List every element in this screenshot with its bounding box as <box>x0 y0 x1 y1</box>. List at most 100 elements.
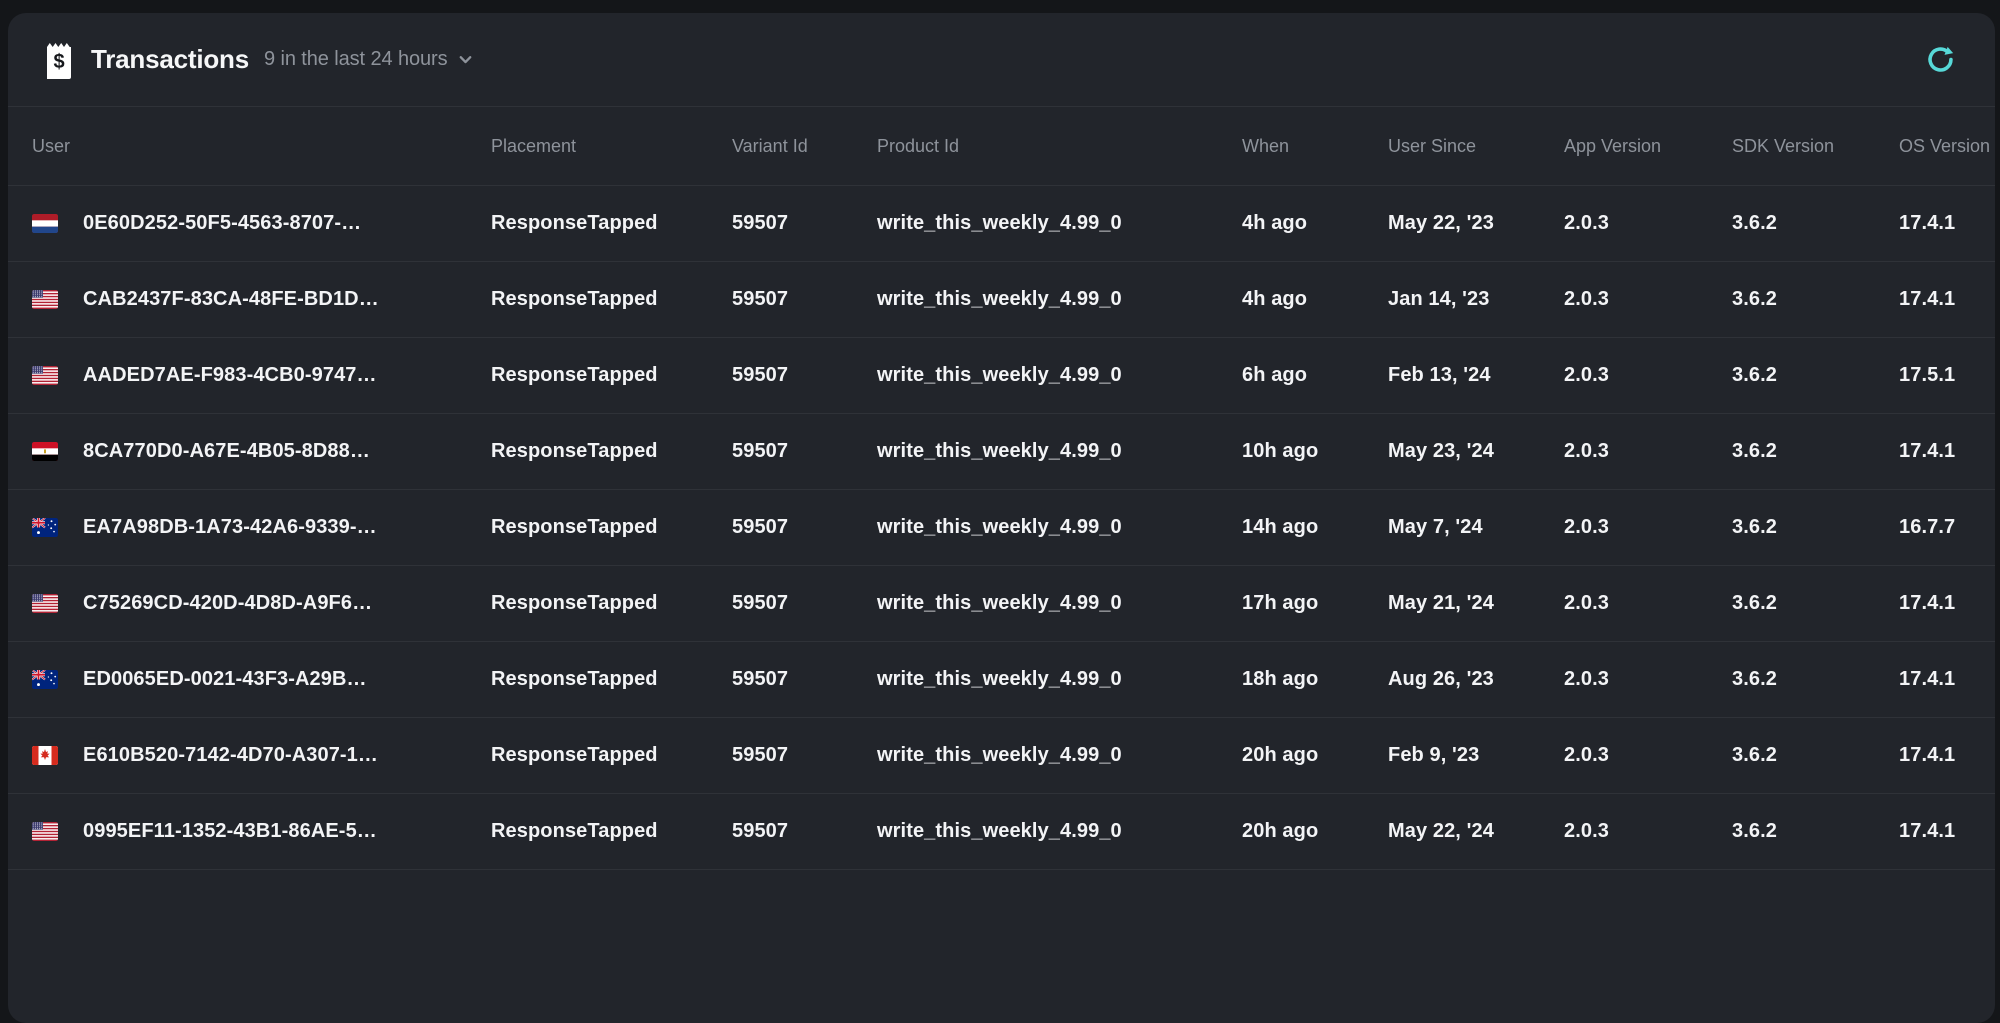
time-range-dropdown[interactable]: 9 in the last 24 hours <box>264 48 475 71</box>
variant-id-cell: 59507 <box>732 744 789 766</box>
sdk-version-cell: 3.6.2 <box>1732 668 1777 690</box>
user-cell: EA7A98DB-1A73-42A6-9339-… <box>83 516 377 538</box>
flag-icon-us <box>32 366 83 385</box>
os-version-cell: 17.4.1 <box>1899 440 1956 462</box>
user-cell: E610B520-7142-4D70-A307-1… <box>83 744 379 766</box>
user-cell: AADED7AE-F983-4CB0-9747… <box>83 364 377 386</box>
when-cell: 20h ago <box>1242 744 1319 766</box>
sdk-version-cell: 3.6.2 <box>1732 440 1777 462</box>
placement-cell: ResponseTapped <box>491 820 658 842</box>
placement-cell: ResponseTapped <box>491 212 658 234</box>
user-since-cell: May 21, '24 <box>1388 592 1494 614</box>
flag-icon-us <box>32 290 83 309</box>
column-header-app_version: App Version <box>1564 135 1662 156</box>
app-version-cell: 2.0.3 <box>1564 592 1609 614</box>
when-cell: 18h ago <box>1242 668 1319 690</box>
sdk-version-cell: 3.6.2 <box>1732 820 1777 842</box>
refresh-button[interactable] <box>1924 43 1957 76</box>
column-header-user_since: User Since <box>1388 135 1477 156</box>
column-header-product_id: Product Id <box>877 135 960 156</box>
product-id-cell: write_this_weekly_4.99_0 <box>877 668 1122 690</box>
placement-cell: ResponseTapped <box>491 592 658 614</box>
when-cell: 20h ago <box>1242 820 1319 842</box>
sdk-version-cell: 3.6.2 <box>1732 592 1777 614</box>
flag-icon-us <box>32 822 83 841</box>
when-cell: 4h ago <box>1242 288 1308 310</box>
user-since-cell: May 22, '24 <box>1388 820 1494 842</box>
chevron-down-icon <box>456 50 475 69</box>
when-cell: 14h ago <box>1242 516 1319 538</box>
product-id-cell: write_this_weekly_4.99_0 <box>877 744 1122 766</box>
variant-id-cell: 59507 <box>732 516 789 538</box>
column-header-user: User <box>32 135 71 156</box>
product-id-cell: write_this_weekly_4.99_0 <box>877 364 1122 386</box>
refresh-icon <box>1924 43 1957 76</box>
user-since-cell: Feb 9, '23 <box>1388 744 1480 766</box>
column-header-os_version: OS Version <box>1899 135 1991 156</box>
transaction-row[interactable]: ED0065ED-0021-43F3-A29B… ResponseTapped 59… <box>8 642 1995 718</box>
transaction-row[interactable]: 0995EF11-1352-43B1-86AE-5… ResponseTapped… <box>8 794 1995 870</box>
variant-id-cell: 59507 <box>732 820 789 842</box>
user-since-cell: May 7, '24 <box>1388 516 1483 538</box>
user-since-cell: Feb 13, '24 <box>1388 364 1491 386</box>
app-version-cell: 2.0.3 <box>1564 820 1609 842</box>
app-version-cell: 2.0.3 <box>1564 288 1609 310</box>
product-id-cell: write_this_weekly_4.99_0 <box>877 212 1122 234</box>
product-id-cell: write_this_weekly_4.99_0 <box>877 820 1122 842</box>
product-id-cell: write_this_weekly_4.99_0 <box>877 516 1122 538</box>
sdk-version-cell: 3.6.2 <box>1732 288 1777 310</box>
user-since-cell: May 23, '24 <box>1388 440 1494 462</box>
os-version-cell: 17.4.1 <box>1899 820 1956 842</box>
os-version-cell: 17.4.1 <box>1899 592 1956 614</box>
variant-id-cell: 59507 <box>732 288 789 310</box>
placement-cell: ResponseTapped <box>491 516 658 538</box>
app-version-cell: 2.0.3 <box>1564 668 1609 690</box>
transaction-row[interactable]: AADED7AE-F983-4CB0-9747… ResponseTapped 59… <box>8 338 1995 414</box>
variant-id-cell: 59507 <box>732 364 789 386</box>
flag-icon-us <box>32 594 83 613</box>
transaction-row[interactable]: CAB2437F-83CA-48FE-BD1D… ResponseTapped 59… <box>8 262 1995 338</box>
table-header-row: User Placement Variant Id Product Id When Use… <box>8 107 1995 186</box>
sdk-version-cell: 3.6.2 <box>1732 212 1777 234</box>
variant-id-cell: 59507 <box>732 668 789 690</box>
app-version-cell: 2.0.3 <box>1564 364 1609 386</box>
time-range-label: 9 in the last 24 hours <box>264 48 448 70</box>
placement-cell: ResponseTapped <box>491 744 658 766</box>
flag-icon-au <box>32 670 83 689</box>
column-header-variant_id: Variant Id <box>732 135 808 156</box>
user-cell: ED0065ED-0021-43F3-A29B… <box>83 668 367 690</box>
variant-id-cell: 59507 <box>732 212 789 234</box>
user-cell: 0E60D252-50F5-4563-8707-… <box>83 212 362 234</box>
placement-cell: ResponseTapped <box>491 440 658 462</box>
svg-text:$: $ <box>53 51 64 73</box>
transaction-row[interactable]: EA7A98DB-1A73-42A6-9339-… ResponseTapped 5… <box>8 490 1995 566</box>
app-version-cell: 2.0.3 <box>1564 516 1609 538</box>
flag-icon-nl <box>32 214 83 233</box>
user-cell: CAB2437F-83CA-48FE-BD1D… <box>83 288 379 310</box>
table-body: 0E60D252-50F5-4563-8707-… ResponseTapped 5… <box>8 186 1995 870</box>
transaction-row[interactable]: E610B520-7142-4D70-A307-1… ResponseTapped… <box>8 718 1995 794</box>
os-version-cell: 17.4.1 <box>1899 744 1956 766</box>
os-version-cell: 16.7.7 <box>1899 516 1956 538</box>
when-cell: 17h ago <box>1242 592 1319 614</box>
transaction-row[interactable]: 0E60D252-50F5-4563-8707-… ResponseTapped 5… <box>8 186 1995 262</box>
receipt-dollar-icon: $ <box>44 40 74 80</box>
panel-header: $ Transactions 9 in the last 24 hours <box>8 13 1995 107</box>
user-since-cell: Jan 14, '23 <box>1388 288 1490 310</box>
transactions-page: $ Transactions 9 in the last 24 hours <box>8 13 1995 1023</box>
column-header-placement: Placement <box>491 135 577 156</box>
os-version-cell: 17.4.1 <box>1899 212 1956 234</box>
product-id-cell: write_this_weekly_4.99_0 <box>877 440 1122 462</box>
user-cell: C75269CD-420D-4D8D-A9F6… <box>83 592 373 614</box>
variant-id-cell: 59507 <box>732 440 789 462</box>
transaction-row[interactable]: C75269CD-420D-4D8D-A9F6… ResponseTapped 59… <box>8 566 1995 642</box>
sdk-version-cell: 3.6.2 <box>1732 364 1777 386</box>
transaction-row[interactable]: 8CA770D0-A67E-4B05-8D88… ResponseTapped 59… <box>8 414 1995 490</box>
user-since-cell: May 22, '23 <box>1388 212 1494 234</box>
product-id-cell: write_this_weekly_4.99_0 <box>877 592 1122 614</box>
sdk-version-cell: 3.6.2 <box>1732 516 1777 538</box>
user-since-cell: Aug 26, '23 <box>1388 668 1494 690</box>
column-header-when: When <box>1242 135 1290 156</box>
user-cell: 0995EF11-1352-43B1-86AE-5… <box>83 820 377 842</box>
when-cell: 10h ago <box>1242 440 1319 462</box>
